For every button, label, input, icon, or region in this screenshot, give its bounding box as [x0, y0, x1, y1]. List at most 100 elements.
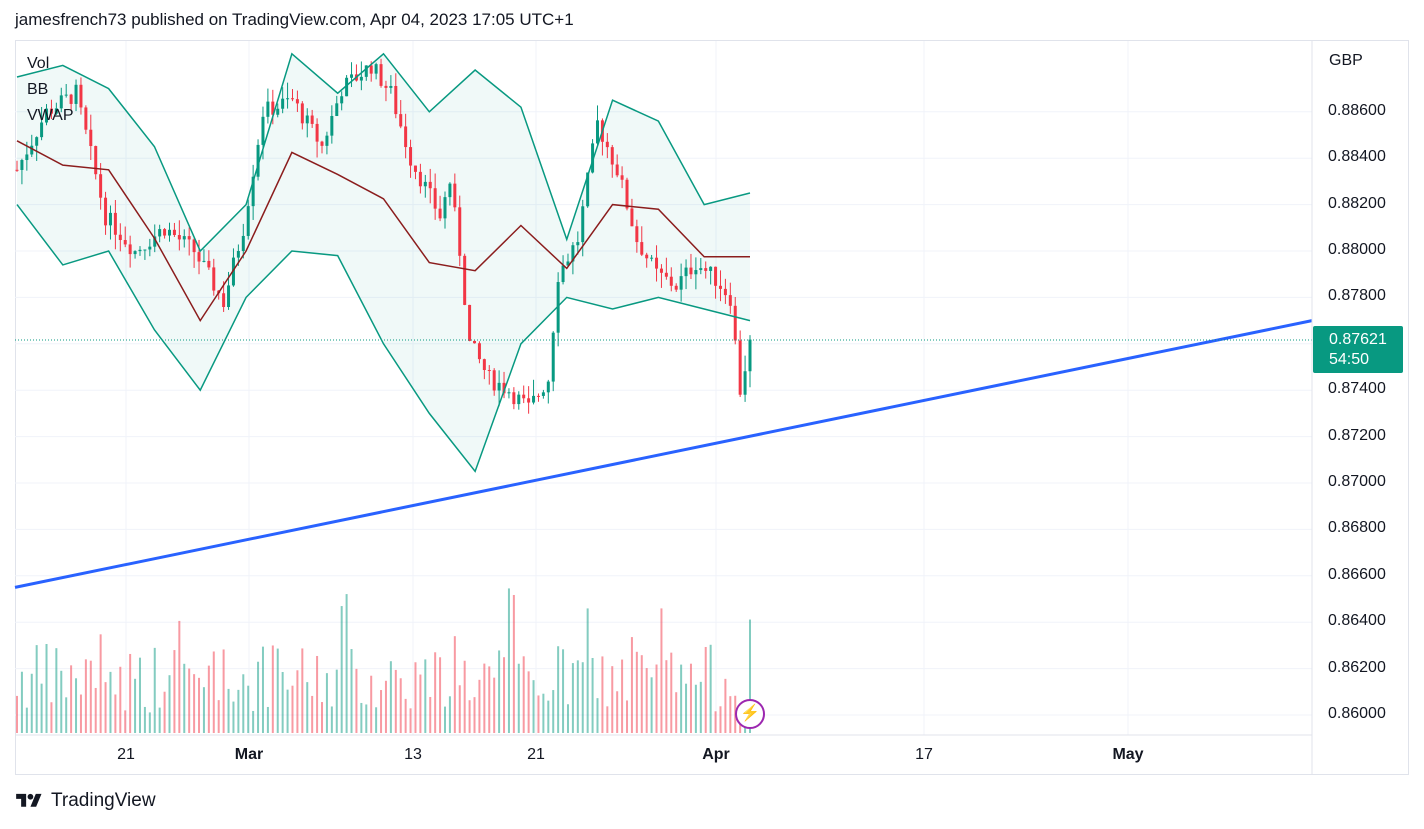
footer[interactable]: TradingView: [15, 790, 156, 812]
time-tick: 21: [527, 746, 545, 763]
volume-bar: [729, 696, 732, 733]
candle-body: [689, 267, 693, 275]
volume-bar: [247, 685, 250, 733]
volume-bar: [335, 669, 338, 733]
volume-bar: [345, 594, 348, 733]
candle-body: [507, 392, 511, 394]
candle-body: [561, 265, 565, 283]
candle-body: [733, 305, 737, 341]
candle-body: [709, 266, 713, 271]
volume-bar: [138, 657, 141, 733]
candle-body: [566, 261, 570, 266]
volume-bar: [158, 707, 161, 733]
volume-bar: [562, 649, 565, 733]
price-tick: 0.88400: [1328, 148, 1386, 166]
bollinger-band-fill: [17, 53, 750, 472]
candle-body: [108, 212, 112, 226]
candle-body: [266, 101, 270, 117]
candle-body: [305, 115, 309, 124]
volume-bar: [153, 647, 156, 733]
trendline: [14, 319, 1313, 589]
candle-body: [433, 188, 437, 209]
bb-upper: [16, 52, 751, 253]
candle-body: [69, 94, 73, 104]
candle-body: [650, 257, 654, 259]
lightning-icon[interactable]: ⚡: [735, 699, 765, 729]
volume-bar: [507, 588, 510, 733]
price-tick: 0.87000: [1328, 473, 1386, 490]
volume-bar: [163, 691, 166, 733]
candle-body: [49, 108, 53, 114]
candle-body: [290, 98, 294, 100]
currency-label[interactable]: GBP: [1329, 52, 1363, 69]
candle-body: [586, 172, 590, 207]
candle-body: [35, 137, 39, 146]
volume-bar: [257, 661, 260, 733]
volume-bar: [198, 677, 201, 733]
volume-bar: [512, 594, 515, 733]
candle-body: [517, 394, 521, 405]
price-tick: 0.87400: [1328, 380, 1386, 398]
candle-body: [487, 369, 491, 371]
candle-body: [714, 266, 718, 286]
volume-bar: [522, 656, 525, 733]
candle-body: [699, 268, 703, 271]
time-tick: 17: [915, 746, 933, 763]
volume-bar: [384, 680, 387, 733]
time-tick: 13: [404, 746, 422, 763]
candle-body: [394, 85, 398, 115]
candle-body: [497, 382, 501, 391]
legend-vwap[interactable]: VWAP: [27, 107, 74, 124]
candle-body: [89, 129, 93, 147]
legend-bb[interactable]: BB: [27, 81, 49, 98]
volume-bar: [626, 700, 629, 733]
volume-bar: [281, 672, 284, 733]
volume-bar: [552, 690, 555, 733]
time-tick: Mar: [234, 746, 264, 763]
volume-bar: [178, 620, 181, 733]
volume-bar: [193, 674, 196, 733]
price-tick: 0.86600: [1328, 565, 1386, 583]
candle-body: [595, 120, 599, 144]
candle-body: [15, 169, 19, 171]
volume-bar: [527, 671, 530, 733]
volume-bar: [586, 608, 589, 733]
volume-bar: [124, 710, 127, 733]
price-tick: 0.86000: [1328, 705, 1386, 722]
candle-body: [556, 282, 560, 333]
price-tick: 0.86200: [1328, 658, 1386, 676]
candle-body: [315, 123, 319, 142]
candle-body: [492, 370, 496, 391]
candle-body: [512, 392, 516, 405]
candle-body: [458, 207, 462, 256]
candle-body: [84, 107, 88, 130]
candle-body: [128, 244, 132, 255]
volume-bar: [429, 696, 432, 733]
volume-bar: [443, 706, 446, 733]
candle-body: [704, 268, 708, 271]
candle-body: [251, 176, 255, 207]
chart-frame[interactable]: [15, 40, 1409, 775]
volume-bar: [448, 696, 451, 733]
candle-body: [276, 108, 280, 115]
volume-bar: [50, 702, 53, 733]
candle-body: [94, 146, 98, 175]
candle-body: [748, 339, 752, 372]
price-tick: 0.86400: [1328, 612, 1386, 630]
volume-bar: [532, 680, 535, 733]
time-tick: 21: [117, 746, 135, 763]
candle-body: [477, 343, 481, 360]
volume-bar: [719, 706, 722, 733]
volume-bar: [276, 648, 279, 733]
volume-bar: [483, 663, 486, 733]
volume-bar: [699, 681, 702, 733]
volume-bar: [350, 649, 353, 733]
candle-body: [113, 212, 117, 235]
candle-body: [364, 65, 368, 77]
legend-vol[interactable]: Vol: [27, 55, 50, 72]
volume-bar: [394, 669, 397, 733]
candle-body: [448, 183, 452, 198]
candle-body: [473, 340, 477, 344]
candle-body: [359, 76, 363, 81]
